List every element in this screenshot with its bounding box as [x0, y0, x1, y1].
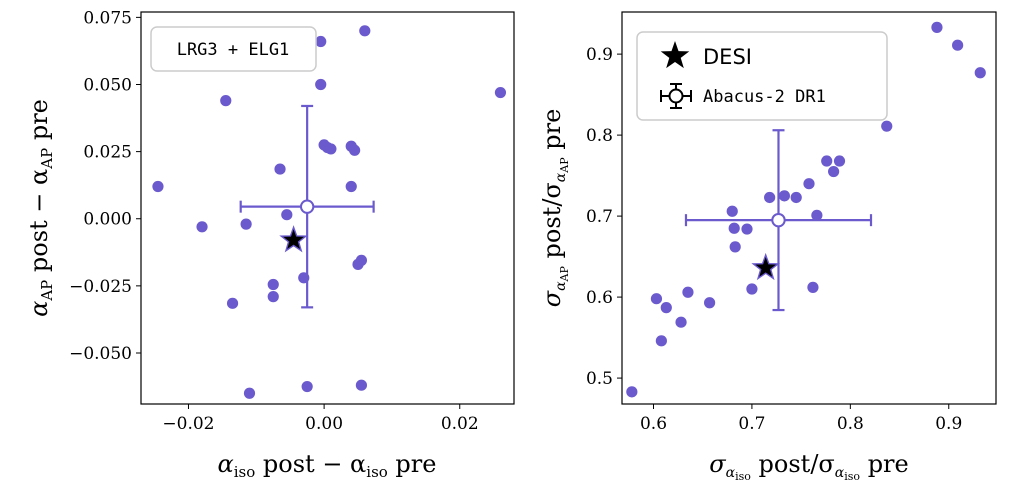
data-point — [301, 380, 313, 393]
data-point — [803, 178, 815, 190]
data-point — [240, 218, 252, 230]
y-tick-label: 0.6 — [586, 288, 613, 308]
x-tick-label: −0.02 — [162, 414, 214, 434]
data-point — [626, 386, 638, 398]
right-desi-star — [751, 252, 781, 281]
right-legend: DESI Abacus-2 DR1 — [636, 31, 888, 121]
right-y-axis-label: σαAP post/σαAP pre — [538, 109, 571, 308]
desi-star-marker — [751, 252, 781, 281]
x-tick-label: 0.9 — [935, 414, 962, 434]
mean-marker — [299, 199, 315, 214]
right-x-axis-label: σαiso post/σαiso pre — [709, 450, 908, 483]
left-x-axis-label: αiso post − αiso pre — [218, 450, 437, 481]
data-point — [790, 191, 802, 204]
data-point — [675, 316, 687, 328]
data-point — [315, 78, 327, 91]
data-point — [828, 165, 840, 178]
data-point — [660, 302, 672, 314]
data-point — [811, 209, 823, 221]
data-point — [974, 67, 986, 79]
left-ticks: −0.02 0.00 0.02 −0.050 −0.025 0.000 0.025 0.050… — [69, 8, 479, 434]
data-point — [778, 190, 790, 202]
data-point — [655, 335, 667, 347]
data-point — [881, 120, 893, 132]
left-panel: −0.02 0.00 0.02 −0.050 −0.025 0.000 0.025 0.050… — [25, 8, 515, 481]
y-tick-label: 0.025 — [83, 143, 132, 163]
left-scatter-points — [152, 25, 507, 399]
data-point — [345, 180, 357, 193]
y-tick-label: 0.050 — [83, 75, 132, 95]
y-tick-label: −0.050 — [69, 344, 132, 364]
x-tick-label: 0.8 — [837, 414, 864, 434]
right-ticks: 0.6 0.7 0.8 0.9 0.5 0.6 0.7 0.8 0.9 — [586, 45, 962, 434]
right-mean-errorbar — [684, 129, 873, 312]
x-tick-label: 0.7 — [738, 414, 765, 434]
data-point — [220, 95, 232, 107]
legend-star-icon — [660, 41, 690, 69]
left-y-axis-label: αAP post − αAP pre — [25, 99, 56, 317]
y-tick-label: −0.025 — [69, 277, 132, 297]
data-point — [807, 281, 819, 293]
data-point — [359, 25, 371, 37]
data-point — [152, 180, 164, 193]
right-scatter-points — [626, 21, 986, 398]
left-legend-label: LRG3 + ELG1 — [177, 40, 290, 60]
data-point — [764, 191, 776, 204]
legend-desi-label: DESI — [703, 45, 752, 69]
legend-abacus-label: Abacus-2 DR1 — [703, 87, 826, 107]
y-tick-label: 0.9 — [586, 45, 613, 65]
left-legend: LRG3 + ELG1 — [150, 26, 317, 72]
left-axes-frame — [140, 11, 515, 405]
data-point — [650, 293, 663, 305]
data-point — [726, 205, 738, 217]
data-point — [243, 387, 256, 399]
data-point — [833, 155, 846, 167]
y-tick-label: 0.000 — [83, 210, 132, 230]
x-tick-label: 0.00 — [305, 414, 343, 434]
x-tick-label: 0.6 — [640, 414, 667, 434]
legend-errorbar-icon — [660, 83, 692, 109]
data-point — [196, 221, 208, 233]
data-point — [746, 283, 758, 295]
left-mean-errorbar — [239, 104, 375, 309]
data-point — [349, 144, 361, 156]
x-tick-label: 0.02 — [441, 414, 479, 434]
data-point — [729, 241, 741, 253]
data-point — [267, 278, 279, 291]
data-point — [703, 297, 716, 309]
data-point — [931, 21, 943, 33]
y-tick-label: 0.075 — [83, 8, 132, 28]
data-point — [952, 39, 964, 51]
mean-marker — [771, 212, 786, 228]
y-tick-label: 0.8 — [586, 126, 613, 146]
data-point — [226, 297, 239, 309]
desi-star-marker — [279, 225, 308, 253]
data-point — [682, 286, 694, 298]
data-point — [267, 291, 279, 303]
data-point — [325, 143, 337, 155]
data-point — [281, 209, 293, 221]
data-point — [728, 222, 740, 234]
y-tick-label: 0.5 — [586, 369, 613, 389]
left-desi-star — [279, 225, 308, 253]
right-axes-frame — [621, 11, 997, 405]
data-point — [355, 379, 368, 391]
data-point — [494, 86, 507, 99]
data-point — [315, 35, 327, 48]
data-point — [821, 155, 833, 167]
y-tick-label: 0.7 — [586, 207, 613, 227]
data-point — [355, 254, 368, 266]
right-panel: 0.6 0.7 0.8 0.9 0.5 0.6 0.7 0.8 0.9 DESI Abacus-… — [538, 11, 997, 483]
data-point — [274, 163, 286, 175]
data-point — [741, 223, 753, 235]
